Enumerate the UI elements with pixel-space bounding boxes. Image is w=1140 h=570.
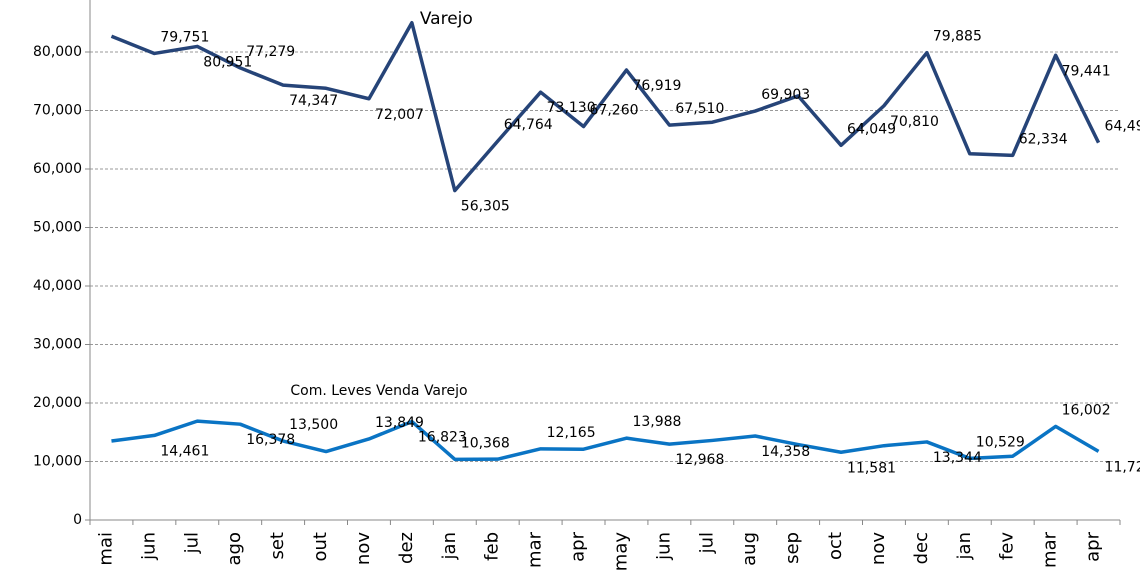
series-line	[110, 21, 1101, 193]
data-label: 56,305	[461, 199, 510, 215]
x-tick-label: mai	[95, 532, 116, 566]
data-label: 64,049	[847, 121, 896, 137]
data-label: 64,497	[1105, 119, 1140, 135]
x-tick-label: may	[610, 532, 631, 570]
data-label: 16,378	[246, 432, 295, 448]
data-label: 13,344	[933, 450, 982, 466]
x-tick-label: jul	[181, 532, 202, 554]
data-label: 79,441	[1062, 63, 1111, 79]
y-tick-label: 70,000	[33, 103, 82, 119]
x-tick-label: apr	[568, 531, 589, 561]
data-label: 67,510	[675, 101, 724, 117]
data-label: 64,764	[504, 117, 553, 133]
y-tick-label: 30,000	[33, 337, 82, 353]
data-label: 73,130	[547, 100, 596, 116]
data-label: 72,007	[375, 107, 424, 123]
data-label: 10,529	[976, 434, 1025, 450]
data-label: 11,581	[847, 460, 896, 476]
data-label: 74,347	[289, 93, 338, 109]
x-tick-label: dez	[396, 532, 417, 564]
data-label: 69,903	[761, 87, 810, 103]
data-label: 79,885	[933, 29, 982, 45]
data-label: 12,165	[547, 425, 596, 441]
y-tick-label: 40,000	[33, 278, 82, 294]
y-tick-label: 80,000	[33, 44, 82, 60]
y-tick-label: 20,000	[33, 395, 82, 411]
data-label: 80,951	[203, 54, 252, 70]
x-tick-label: feb	[482, 532, 503, 561]
data-label: 79,751	[160, 29, 209, 45]
y-tick-label: 50,000	[33, 220, 82, 236]
series-line	[111, 419, 1100, 462]
data-label: 14,358	[761, 444, 810, 460]
x-tick-label: jun	[653, 532, 674, 561]
y-tick-label: 10,000	[33, 454, 82, 470]
data-label: 76,919	[632, 78, 681, 94]
series-name: Varejo	[420, 9, 473, 29]
data-label: 10,368	[461, 435, 510, 451]
data-label: 13,849	[375, 415, 424, 431]
data-label: 14,461	[160, 443, 209, 459]
data-label: 77,279	[246, 44, 295, 60]
y-tick-label: 60,000	[33, 161, 82, 177]
x-tick-label: jan	[954, 532, 975, 560]
data-label: 13,500	[289, 417, 338, 433]
x-tick-label: nov	[353, 532, 374, 565]
x-tick-label: oct	[825, 532, 846, 560]
x-tick-label: jan	[439, 532, 460, 560]
x-tick-label: out	[310, 532, 331, 561]
data-label: 70,810	[890, 114, 939, 130]
data-label: 16,002	[1062, 402, 1111, 418]
data-label: 62,334	[1019, 131, 1068, 147]
y-tick-label: 0	[73, 512, 82, 528]
data-label: 16,823	[418, 430, 467, 446]
data-label: 11,728	[1105, 459, 1140, 475]
x-tick-label: set	[267, 532, 288, 560]
x-tick-label: sep	[782, 532, 803, 564]
x-tick-label: dec	[911, 532, 932, 564]
x-tick-label: jul	[696, 532, 717, 554]
data-label: 12,968	[675, 452, 724, 468]
x-tick-label: jun	[138, 532, 159, 561]
x-tick-label: nov	[868, 532, 889, 565]
x-tick-label: mar	[525, 531, 546, 568]
x-tick-label: mar	[1040, 531, 1061, 568]
x-tick-label: ago	[224, 532, 245, 565]
x-tick-label: apr	[1083, 531, 1104, 561]
x-tick-label: fev	[997, 532, 1018, 560]
series-name: Com. Leves Venda Varejo	[290, 383, 467, 399]
data-label: 67,260	[590, 103, 639, 119]
data-label: 13,988	[632, 414, 681, 430]
x-tick-label: aug	[739, 532, 760, 566]
